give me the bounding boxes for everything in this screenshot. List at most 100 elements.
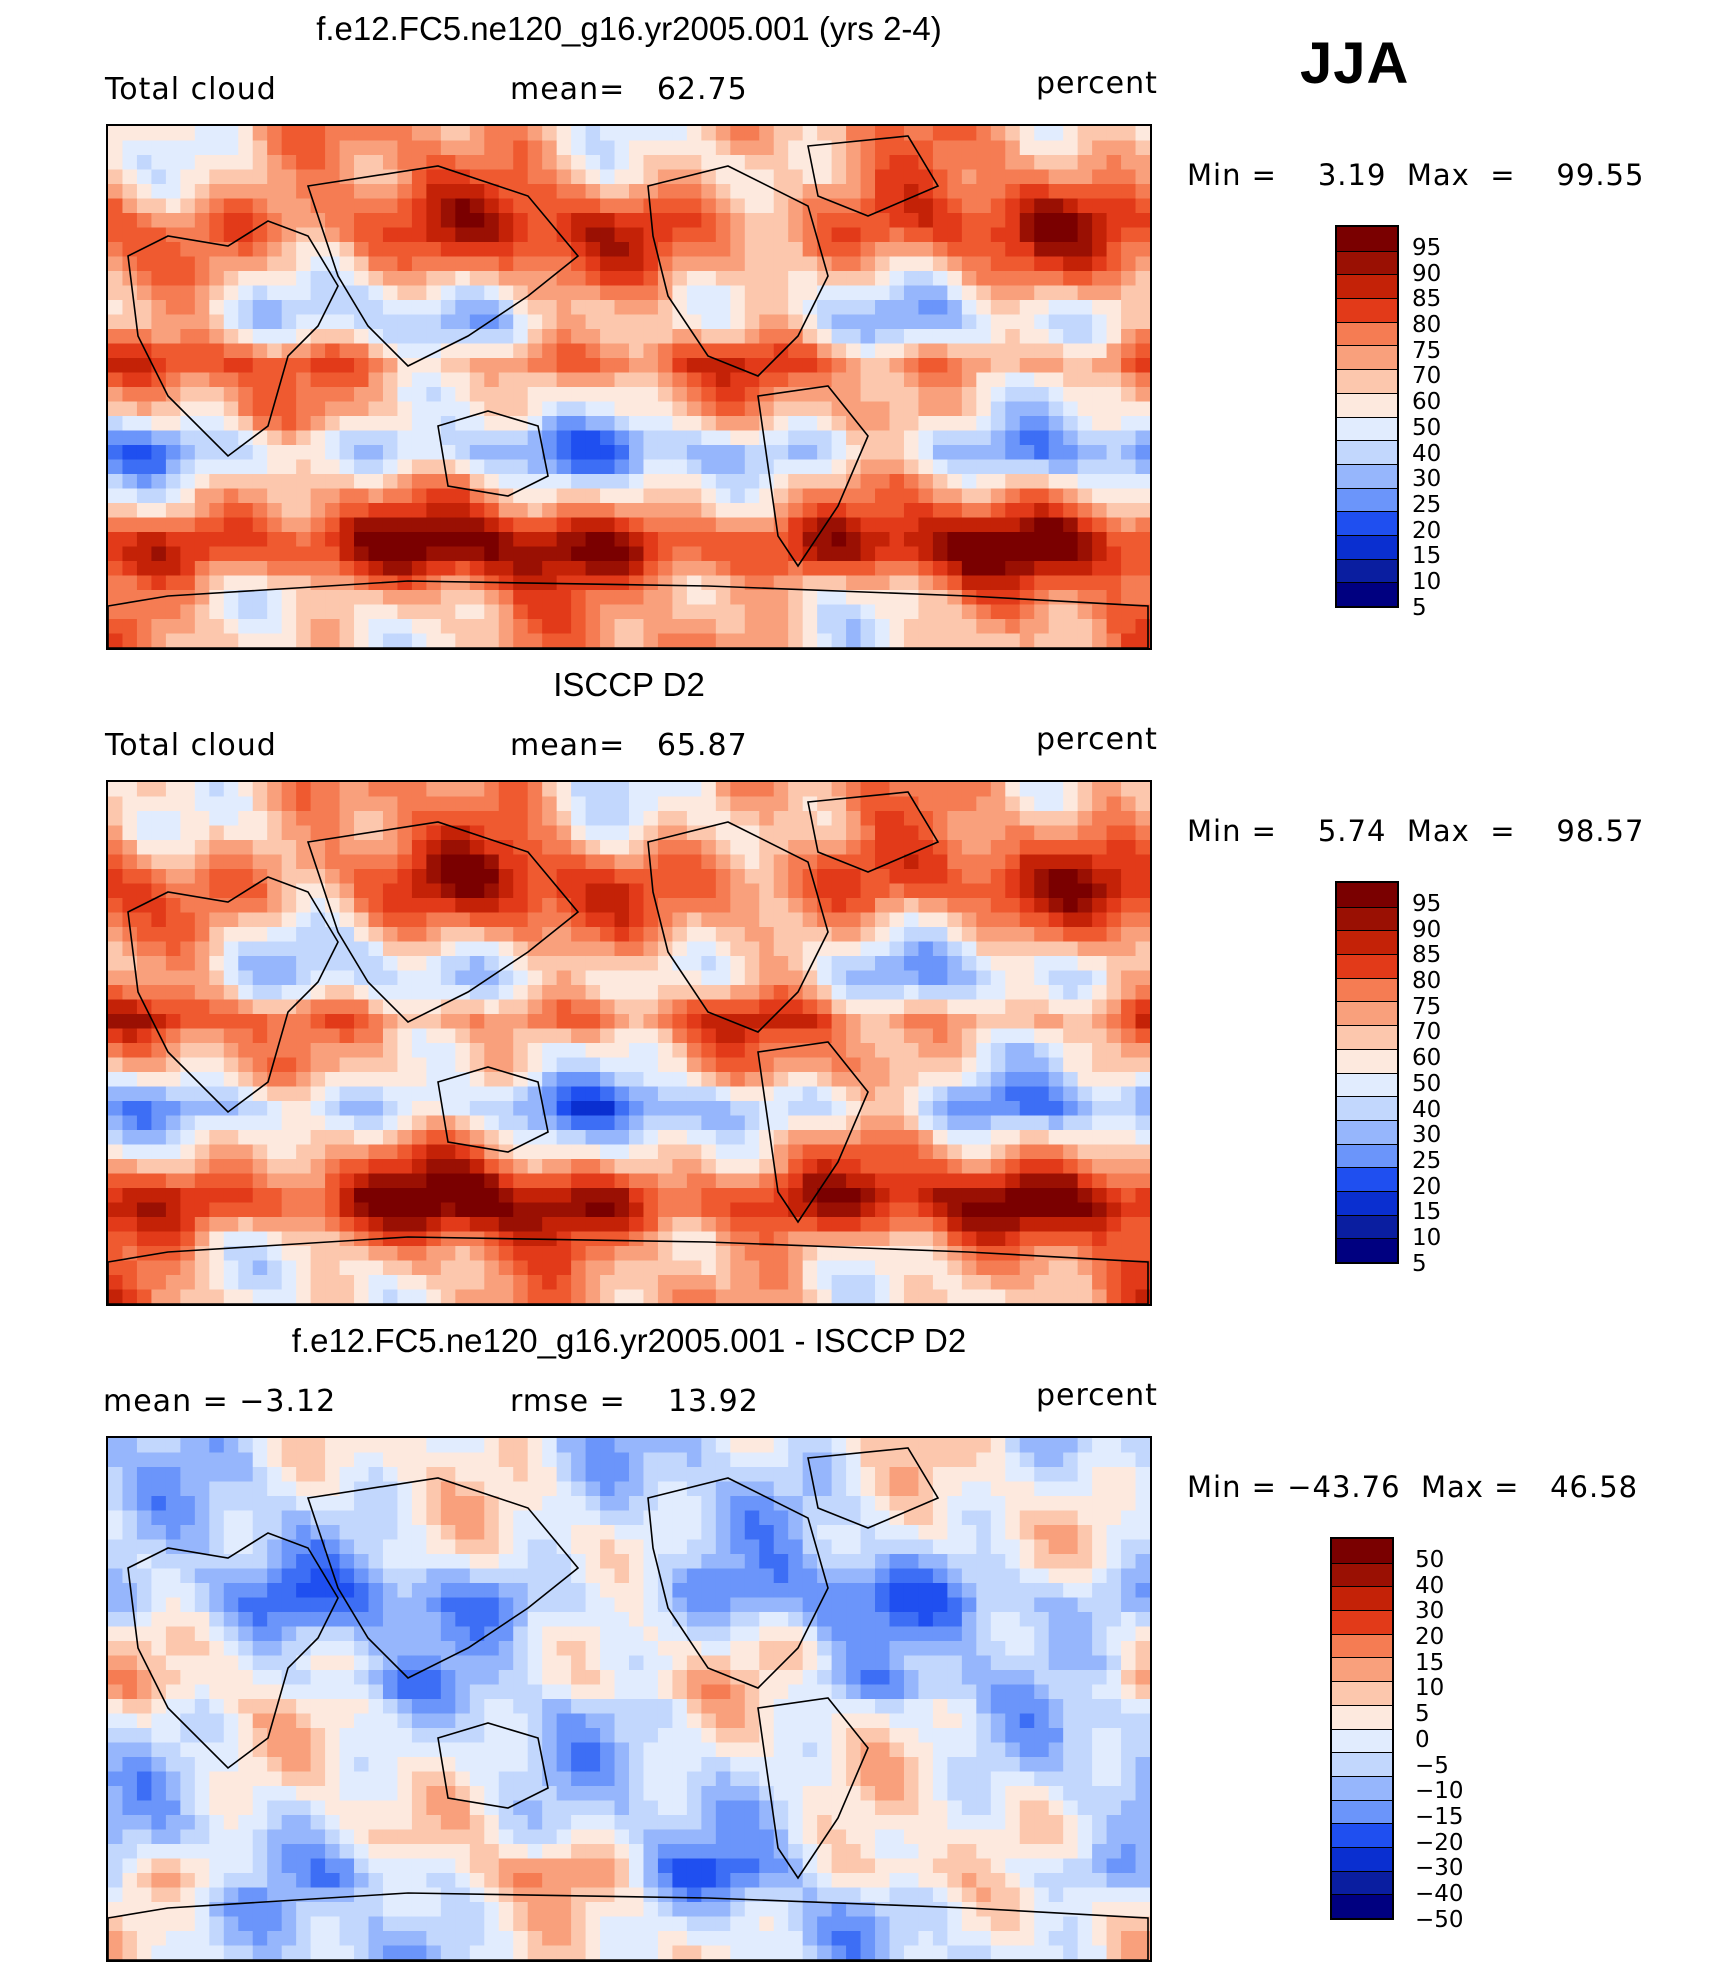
field-cell bbox=[209, 358, 225, 374]
field-cell bbox=[296, 416, 312, 432]
field-cell bbox=[932, 825, 948, 841]
field-cell bbox=[397, 1159, 413, 1175]
field-cell bbox=[875, 546, 891, 562]
field-cell bbox=[773, 590, 789, 606]
field-cell bbox=[426, 1057, 442, 1073]
field-cell bbox=[368, 782, 384, 798]
field-cell bbox=[846, 300, 862, 316]
field-cell bbox=[455, 1202, 471, 1218]
field-cell bbox=[643, 825, 659, 841]
field-cell bbox=[903, 445, 920, 461]
field-cell bbox=[151, 912, 167, 928]
field-cell bbox=[947, 285, 963, 301]
field-cell bbox=[1019, 561, 1035, 577]
field-cell bbox=[440, 985, 456, 1001]
field-cell bbox=[686, 430, 702, 446]
field-cell bbox=[455, 430, 471, 446]
field-cell bbox=[860, 242, 876, 258]
field-cell bbox=[715, 503, 731, 519]
field-cell bbox=[976, 1072, 992, 1088]
field-cell bbox=[730, 256, 746, 272]
field-cell bbox=[527, 372, 543, 388]
field-cell bbox=[455, 912, 471, 928]
field-cell bbox=[194, 430, 210, 446]
field-cell bbox=[267, 184, 283, 200]
field-cell bbox=[759, 985, 775, 1001]
field-cell bbox=[846, 1101, 862, 1117]
field-cell bbox=[180, 488, 196, 504]
field-cell bbox=[238, 1202, 254, 1218]
field-cell bbox=[165, 140, 181, 156]
field-cell bbox=[281, 329, 297, 345]
field-cell bbox=[961, 532, 977, 548]
field-cell bbox=[875, 1057, 891, 1073]
field-cell bbox=[151, 387, 167, 403]
field-cell bbox=[252, 329, 268, 345]
field-cell bbox=[846, 898, 862, 914]
field-cell bbox=[194, 256, 210, 272]
field-cell bbox=[1092, 1159, 1108, 1175]
field-cell bbox=[194, 1173, 210, 1189]
field-cell bbox=[1092, 372, 1108, 388]
field-cell bbox=[643, 256, 659, 272]
field-cell bbox=[498, 198, 514, 214]
field-cell bbox=[947, 1130, 963, 1146]
field-cell bbox=[281, 561, 297, 577]
field-cell bbox=[411, 285, 427, 301]
field-cell bbox=[108, 1115, 124, 1131]
field-cell bbox=[860, 927, 876, 943]
field-cell bbox=[194, 1014, 210, 1030]
field-cell bbox=[354, 387, 370, 403]
field-cell bbox=[817, 1188, 833, 1204]
field-cell bbox=[296, 604, 312, 620]
field-cell bbox=[817, 811, 833, 827]
field-cell bbox=[903, 1014, 920, 1030]
field-cell bbox=[657, 1202, 674, 1218]
field-cell bbox=[600, 840, 616, 856]
field-cell bbox=[932, 1188, 948, 1204]
field-cell bbox=[614, 459, 630, 475]
field-cell bbox=[252, 985, 268, 1001]
field-cell bbox=[180, 782, 196, 798]
field-cell bbox=[875, 1115, 891, 1131]
field-cell bbox=[932, 619, 948, 635]
field-cell bbox=[788, 869, 804, 885]
field-cell bbox=[600, 1144, 616, 1160]
field-cell bbox=[180, 256, 196, 272]
field-cell bbox=[1005, 140, 1021, 156]
field-cell bbox=[802, 1057, 818, 1073]
field-cell bbox=[831, 474, 847, 490]
field-cell bbox=[976, 1217, 992, 1233]
field-cell bbox=[932, 970, 948, 986]
field-cell bbox=[788, 1173, 804, 1189]
field-cell bbox=[672, 517, 688, 533]
field-cell bbox=[498, 227, 514, 243]
field-cell bbox=[990, 517, 1006, 533]
field-cell bbox=[1121, 329, 1137, 345]
field-cell bbox=[817, 1202, 833, 1218]
field-cell bbox=[715, 459, 731, 475]
field-cell bbox=[542, 503, 558, 519]
field-cell bbox=[252, 854, 268, 870]
field-cell bbox=[165, 927, 181, 943]
field-cell bbox=[1092, 782, 1108, 798]
field-cell bbox=[585, 1028, 601, 1044]
field-cell bbox=[773, 1043, 789, 1059]
field-cell bbox=[831, 883, 847, 899]
field-cell bbox=[889, 782, 905, 798]
field-cell bbox=[903, 271, 920, 287]
field-cell bbox=[1106, 271, 1122, 287]
field-cell bbox=[629, 474, 645, 490]
field-cell bbox=[469, 1014, 485, 1030]
field-cell bbox=[296, 126, 312, 142]
field-cell bbox=[730, 474, 746, 490]
field-cell bbox=[194, 825, 210, 841]
field-cell bbox=[296, 242, 312, 258]
field-cell bbox=[860, 358, 876, 374]
field-cell bbox=[903, 329, 920, 345]
colorbar-cell bbox=[1337, 558, 1397, 583]
field-cell bbox=[817, 575, 833, 591]
field-cell bbox=[643, 358, 659, 374]
field-cell bbox=[411, 140, 427, 156]
field-cell bbox=[759, 1159, 775, 1175]
